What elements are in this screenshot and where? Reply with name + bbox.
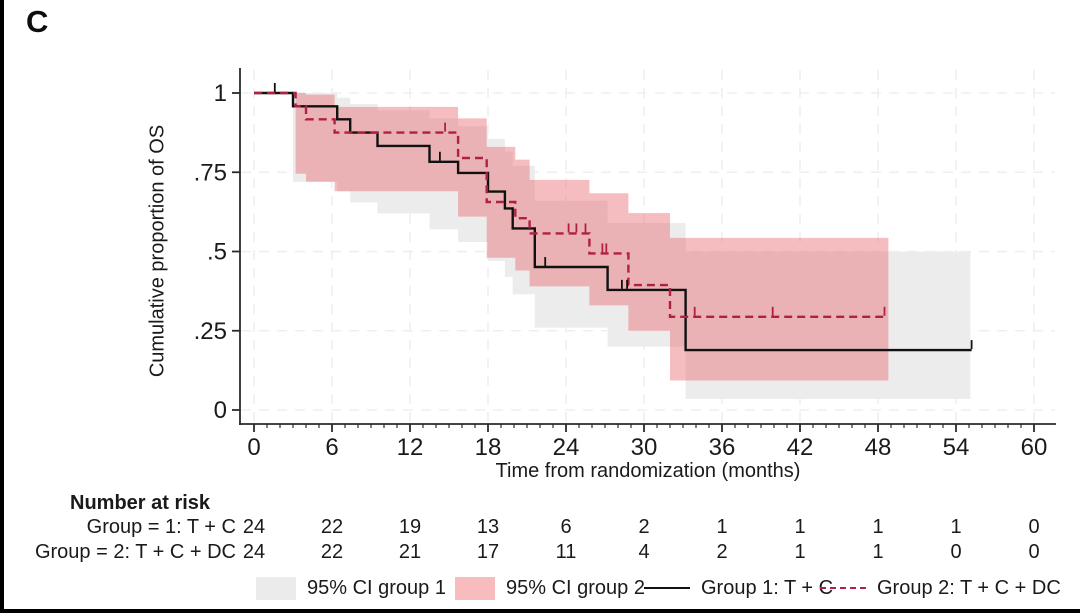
- risk-value: 0: [1028, 541, 1040, 563]
- x-tick-label: 42: [787, 434, 814, 461]
- survival-curve-group2: [254, 91, 885, 318]
- risk-value: 11: [555, 541, 577, 563]
- legend-item-group1: Group 1: T + C: [644, 574, 833, 602]
- y-tick-label: 0: [214, 397, 227, 424]
- risk-value: 19: [398, 516, 422, 538]
- x-tick-label: 54: [943, 434, 970, 461]
- ci-group2-swatch: [455, 576, 495, 600]
- x-tick-label: 6: [325, 434, 338, 461]
- risk-value: 4: [638, 541, 650, 563]
- legend-label-group1: Group 1: T + C: [701, 576, 834, 599]
- figure-left-border: [0, 0, 4, 613]
- x-tick-label: 48: [865, 434, 892, 461]
- risk-value: 21: [398, 541, 422, 563]
- risk-value: 22: [320, 541, 344, 563]
- y-tick-label: .25: [194, 318, 227, 345]
- risk-row-label-group1: Group = 1: T + C: [86, 516, 236, 538]
- y-tick-label: .75: [194, 159, 227, 186]
- risk-value: 2: [638, 516, 650, 538]
- risk-value: 1: [716, 516, 728, 538]
- x-tick-label: 36: [709, 434, 736, 461]
- ci-band-group2: [295, 93, 889, 381]
- y-tick-label: .5: [207, 239, 227, 266]
- risk-value: 1: [872, 516, 884, 538]
- x-tick-label: 30: [631, 434, 658, 461]
- legend-item-ci-group2: 95% CI group 2: [455, 574, 645, 602]
- dashed-line-sample: [820, 587, 866, 589]
- risk-value: 13: [476, 516, 500, 538]
- legend: 95% CI group 1 95% CI group 2 Group 1: T…: [0, 574, 1080, 604]
- x-tick-label: 0: [247, 434, 260, 461]
- risk-value: 2: [716, 541, 728, 563]
- x-axis-title: Time from randomization (months): [495, 460, 801, 482]
- risk-value: 1: [794, 516, 806, 538]
- risk-table-title: Number at risk: [70, 492, 211, 514]
- panel-label: C: [26, 4, 49, 39]
- risk-value: 6: [560, 516, 572, 538]
- ci-group1-swatch: [256, 576, 296, 600]
- risk-value: 22: [320, 516, 344, 538]
- x-tick-label: 12: [397, 434, 424, 461]
- risk-value: 0: [1028, 516, 1040, 538]
- ci-band-group1: [293, 93, 971, 399]
- x-tick-label: 24: [553, 434, 580, 461]
- y-tick-label: 1: [214, 80, 227, 107]
- legend-label-ci-group1: 95% CI group 1: [307, 576, 446, 599]
- risk-value: 24: [242, 516, 266, 538]
- risk-value: 24: [242, 541, 266, 563]
- risk-value: 1: [872, 541, 884, 563]
- legend-label-group2: Group 2: T + C + DC: [877, 576, 1061, 599]
- legend-item-ci-group1: 95% CI group 1: [256, 574, 446, 602]
- solid-line-sample: [644, 587, 690, 589]
- x-tick-label: 60: [1021, 434, 1048, 461]
- risk-row-label-group2: Group = 2: T + C + DC: [34, 541, 236, 563]
- y-axis-title: Cumulative proportion of OS: [146, 124, 169, 378]
- survival-curve-group1: [254, 91, 972, 352]
- risk-value: 0: [950, 541, 962, 563]
- risk-value: 17: [476, 541, 500, 563]
- legend-label-ci-group2: 95% CI group 2: [506, 576, 645, 599]
- legend-item-group2: Group 2: T + C + DC: [820, 574, 1061, 602]
- x-tick-label: 18: [475, 434, 502, 461]
- risk-value: 1: [950, 516, 962, 538]
- figure-bottom-border: [0, 609, 1080, 613]
- risk-value: 1: [794, 541, 806, 563]
